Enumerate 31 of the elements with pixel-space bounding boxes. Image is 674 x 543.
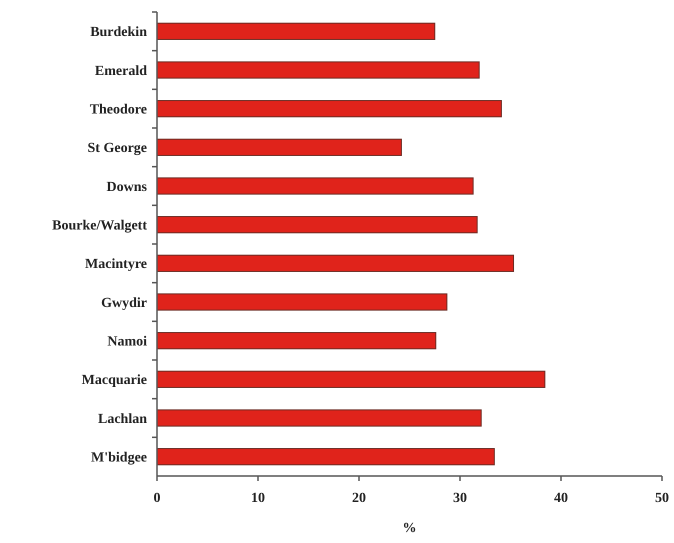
x-tick-label: 40	[554, 491, 568, 506]
y-tick-label: Burdekin	[90, 25, 148, 40]
y-tick-label: M'bidgee	[91, 450, 147, 466]
bar	[156, 409, 482, 427]
bar	[156, 61, 480, 79]
x-tick-label: 10	[251, 491, 265, 506]
y-tick-label: Theodore	[90, 102, 147, 118]
x-axis-title: %	[402, 521, 416, 536]
x-tick-label: 20	[352, 491, 366, 506]
x-tick-label: 30	[453, 491, 467, 506]
y-tick-label: Bourke/Walgett	[52, 218, 148, 234]
bar	[156, 293, 448, 311]
y-tick-label: Downs	[106, 180, 148, 195]
bar	[156, 254, 514, 272]
x-tick-label: 50	[655, 491, 669, 506]
bar	[156, 177, 474, 195]
y-tick-label: Macquarie	[82, 373, 147, 388]
bar	[156, 22, 436, 40]
y-tick-label: St George	[88, 141, 147, 156]
y-tick-label: Gwydir	[101, 296, 147, 311]
y-tick-label: Lachlan	[98, 412, 148, 427]
y-tick-label: Namoi	[107, 334, 148, 350]
y-tick-label: Emerald	[94, 64, 148, 79]
bar	[156, 370, 546, 388]
bar	[156, 138, 402, 156]
bar	[156, 216, 478, 234]
bar	[156, 448, 495, 466]
bar	[156, 100, 502, 118]
bar	[156, 332, 436, 350]
y-tick-label: Macintyre	[85, 257, 147, 272]
x-tick-label: 0	[154, 491, 160, 506]
